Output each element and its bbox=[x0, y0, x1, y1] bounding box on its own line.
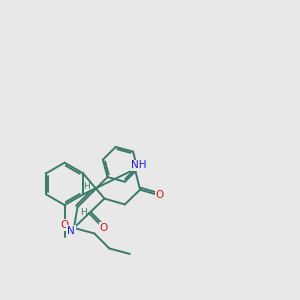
Text: O: O bbox=[156, 190, 164, 200]
Text: N: N bbox=[67, 226, 75, 236]
Text: H: H bbox=[83, 182, 90, 191]
Text: O: O bbox=[100, 223, 108, 233]
Text: H: H bbox=[80, 208, 87, 217]
Text: NH: NH bbox=[131, 160, 146, 170]
Text: O: O bbox=[61, 220, 69, 230]
